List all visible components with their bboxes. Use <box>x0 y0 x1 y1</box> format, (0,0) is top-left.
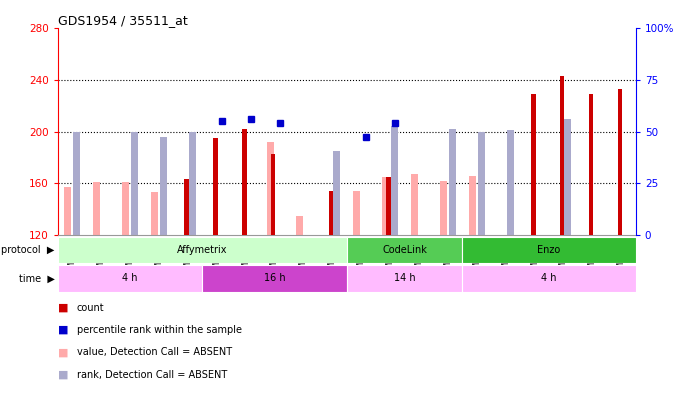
Bar <box>469 175 476 235</box>
Bar <box>382 177 390 235</box>
Bar <box>386 177 391 235</box>
Bar <box>391 126 398 235</box>
Text: protocol  ▶: protocol ▶ <box>1 245 54 255</box>
Bar <box>617 89 622 235</box>
Text: percentile rank within the sample: percentile rank within the sample <box>77 325 242 335</box>
Bar <box>203 265 347 292</box>
Text: count: count <box>77 303 105 313</box>
Bar <box>462 265 636 292</box>
Bar <box>151 192 158 235</box>
Bar <box>449 129 456 235</box>
Bar <box>296 215 303 235</box>
Text: 4 h: 4 h <box>541 273 557 283</box>
Text: value, Detection Call = ABSENT: value, Detection Call = ABSENT <box>77 347 232 357</box>
Bar <box>184 179 189 235</box>
Bar <box>347 237 462 263</box>
Bar <box>93 182 101 235</box>
Bar <box>65 187 71 235</box>
Bar <box>58 265 203 292</box>
Bar <box>213 138 218 235</box>
Text: ■: ■ <box>58 303 68 313</box>
Bar <box>160 137 167 235</box>
Bar <box>267 142 274 235</box>
Bar <box>440 181 447 235</box>
Bar <box>564 119 571 235</box>
Bar <box>462 237 636 263</box>
Text: 16 h: 16 h <box>264 273 286 283</box>
Text: 14 h: 14 h <box>394 273 415 283</box>
Bar <box>73 132 80 235</box>
Bar <box>507 130 513 235</box>
Bar <box>354 191 360 235</box>
Bar <box>477 132 485 235</box>
Bar <box>58 237 347 263</box>
Text: ■: ■ <box>58 370 68 379</box>
Bar <box>589 94 594 235</box>
Bar <box>242 129 247 235</box>
Bar <box>188 132 196 235</box>
Bar <box>271 153 275 235</box>
Bar <box>411 174 418 235</box>
Bar <box>347 265 462 292</box>
Bar <box>328 191 333 235</box>
Bar <box>560 76 564 235</box>
Bar <box>122 182 129 235</box>
Text: ■: ■ <box>58 325 68 335</box>
Text: Enzo: Enzo <box>537 245 561 255</box>
Bar <box>131 132 138 235</box>
Text: CodeLink: CodeLink <box>382 245 427 255</box>
Text: 4 h: 4 h <box>122 273 138 283</box>
Text: ■: ■ <box>58 347 68 357</box>
Bar <box>531 94 536 235</box>
Text: GDS1954 / 35511_at: GDS1954 / 35511_at <box>58 14 188 27</box>
Bar <box>333 151 340 235</box>
Text: time  ▶: time ▶ <box>18 273 54 283</box>
Text: Affymetrix: Affymetrix <box>177 245 228 255</box>
Text: rank, Detection Call = ABSENT: rank, Detection Call = ABSENT <box>77 370 227 379</box>
